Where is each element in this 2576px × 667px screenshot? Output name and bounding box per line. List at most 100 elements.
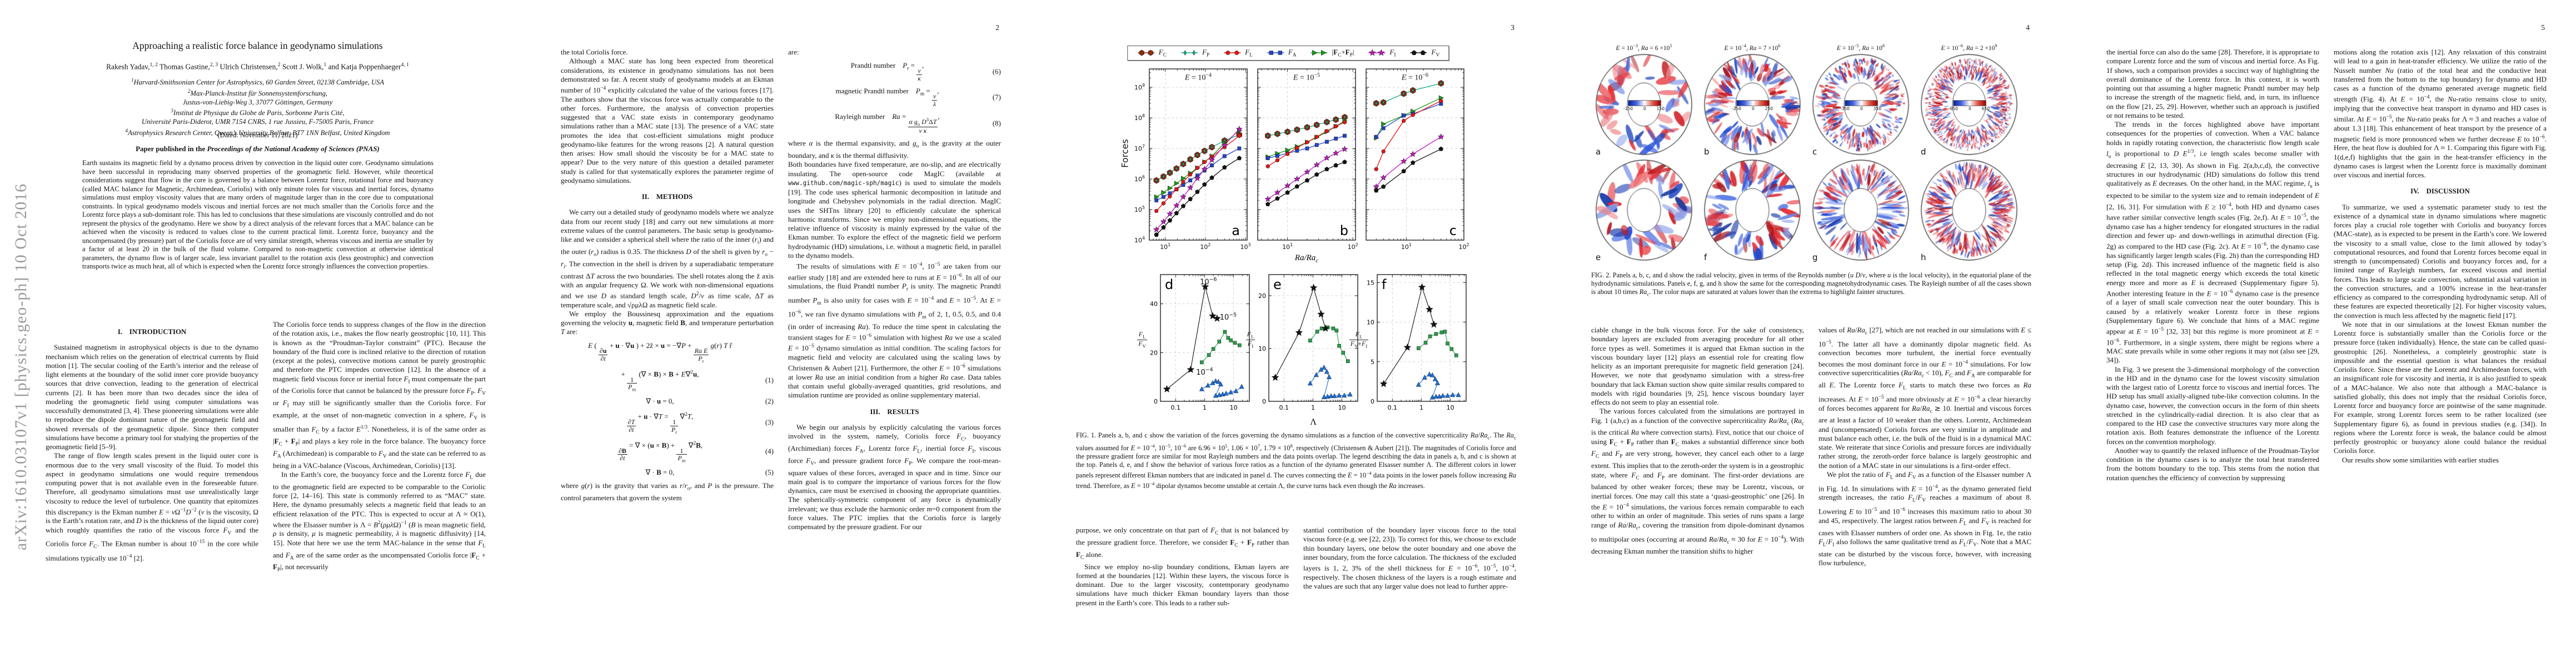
fig2-panel-f: f [1703, 158, 1802, 263]
svg-text:101: 101 [1282, 242, 1293, 251]
paragraph: the total Coriolis force. [561, 48, 628, 56]
paragraph: Since we employ no-slip boundary conditi… [1076, 562, 1289, 607]
paragraph: The range of flow length scales present … [46, 451, 258, 562]
svg-text:10: 10 [1367, 319, 1374, 326]
section-heading: II. METHODS [641, 193, 693, 201]
affiliation-line: 1Harvard-Smithsonian Center for Astrophy… [131, 77, 385, 87]
svg-text:109: 109 [1134, 83, 1145, 91]
svg-text:10: 10 [1258, 345, 1266, 352]
fig2-panel-title: E = 10−6, Ra = 2 ×109 [1941, 43, 1997, 52]
paragraph: The trends in the forces highlighted abo… [2106, 120, 2319, 365]
svg-text:15: 15 [1367, 279, 1374, 286]
legend-item-FV: FV [1409, 48, 1439, 58]
svg-text:10−4: 10−4 [1196, 367, 1213, 377]
legend-item-FI: FI [1367, 48, 1396, 58]
fig2-panel-c: c -350 0 350 [1811, 52, 1910, 158]
fig2-panel-letter: b [1704, 147, 1710, 157]
page4-column-2: values of Ra/Rac [27], which are not rea… [1818, 326, 2031, 608]
equation: ∇ · B = 0, (5) [645, 468, 774, 477]
svg-text:102: 102 [1200, 242, 1210, 251]
svg-text:f: f [1382, 277, 1387, 292]
svg-text:103: 103 [1240, 242, 1250, 251]
arxiv-watermark: arXiv:1610.03107v1 [physics.geo-ph] 10 O… [12, 183, 30, 551]
fig2-panel-title: E = 10−4, Ra = 7 ×106 [1724, 43, 1781, 52]
section-heading: III. RESULTS [870, 407, 919, 416]
svg-text:10: 10 [1338, 404, 1346, 411]
fig2-colorbar [1736, 100, 1770, 106]
paragraph: stantial contribution of the boundary la… [1303, 526, 1516, 590]
paragraph: where g(r) is the gravity that varies as… [561, 481, 774, 502]
svg-text:101: 101 [1160, 242, 1170, 251]
svg-text:102: 102 [1458, 242, 1469, 251]
fig2-colorbar [1953, 100, 1986, 106]
fig2-panel-letter: c [1812, 147, 1817, 157]
legend-item-FCP: |FC+FP| [1310, 48, 1354, 58]
fig1-caption: FIG. 1. Panels a, b, and c show the vari… [1076, 431, 1517, 490]
paragraph: Both boundaries have fixed temperature, … [788, 160, 1001, 260]
fig2-colorbar [1845, 100, 1878, 106]
paragraph: Another way to quantify the relaxed infl… [2106, 446, 2319, 482]
page-3: 3 FC FP FL FA |FC+FP| FI FV 104 105 106 107 108 109… [1030, 0, 1546, 667]
svg-text:107: 107 [1134, 144, 1145, 152]
svg-text:108: 108 [1134, 113, 1145, 122]
page-number: 4 [2026, 23, 2030, 32]
equation: magnetic Prandtl number Pm = ν λ, (7) [835, 87, 1001, 108]
paragraph: In the Earth’s core, the buoyancy force … [273, 470, 486, 573]
svg-text:c: c [1449, 223, 1457, 238]
section-heading: IV. DISCUSSION [2410, 187, 2470, 196]
paragraph: The various forces calculated from the s… [1591, 407, 1804, 555]
fig1-ratio-label: FL FV [1137, 330, 1147, 349]
page2-column-2: are: Prandtl number Pr = ν κ, (6) magnetic P… [788, 48, 1001, 608]
svg-text:1: 1 [1203, 404, 1207, 411]
svg-text:40: 40 [1150, 301, 1158, 308]
paragraph: We plot the ratio of FL and FV as a func… [1818, 470, 2031, 567]
page5-column-1: the inertial force can also do the same … [2106, 48, 2319, 608]
paragraph: To summarize, we used a systematic param… [2334, 202, 2547, 320]
paragraph: the inertial force can also do the same … [2106, 48, 2319, 120]
fig1-panel-title: E = 10−5 [1293, 72, 1321, 82]
dated-line: (Dated: November 11, 2021) [217, 131, 298, 139]
svg-text:1: 1 [1311, 404, 1315, 411]
fig2-panel-letter: e [1596, 252, 1601, 262]
fig2-panel-d: d -650 0 650 [1920, 52, 2019, 158]
page-number: 3 [1511, 23, 1514, 32]
svg-text:a: a [1232, 223, 1240, 238]
affiliation-line: 2Max-Planck-Institut für Sonnensystemfor… [187, 88, 328, 98]
svg-text:104: 104 [1134, 236, 1145, 244]
page4-column-1: ciable change in the bulk viscous force.… [1591, 326, 1804, 608]
page2-column-1: the total Coriolis force. Although a MAC … [561, 48, 774, 608]
page-4: 4 E = 10−3, Ra = 6 ×105 a -150 0 150 E = 10−4… [1546, 0, 2061, 667]
legend-item-FP: FP [1180, 48, 1209, 58]
svg-text:102: 102 [1348, 242, 1358, 251]
svg-text:e: e [1273, 277, 1282, 292]
paragraph: We employ the Boussinesq approximation a… [561, 309, 774, 336]
fig2-panel-g: g [1811, 158, 1910, 263]
affiliation-line: Justus-von-Liebig-Weg 3, 37077 Göttingen… [182, 98, 333, 106]
page-5: 5 the inertial force can also do the sam… [2061, 0, 2576, 667]
fig2-colorbar-labels: -650 0 650 [1949, 106, 1990, 111]
svg-text:b: b [1340, 223, 1348, 238]
fig2-panel-letter: a [1596, 147, 1601, 157]
legend-item-FC: FC [1137, 48, 1167, 58]
page3-column-1: purpose, we only concentrate on that par… [1076, 526, 1289, 609]
svg-text:0.1: 0.1 [1171, 404, 1181, 411]
svg-text:20: 20 [1150, 349, 1158, 356]
affiliation-line: 3Institut de Physique du Globe de Paris,… [171, 108, 345, 117]
fig1-yaxis-label: Forces [1119, 139, 1130, 168]
page-1: arXiv:1610.03107v1 [physics.geo-ph] 10 O… [0, 0, 515, 667]
fig2-panel-letter: h [1921, 252, 1926, 262]
svg-text:0: 0 [1262, 398, 1266, 405]
fig2-caption: FIG. 2. Panels a, b, c, and d show the r… [1591, 271, 2031, 297]
paragraph: The Coriolis force tends to suppress cha… [273, 320, 486, 470]
fig1-ratio-label: FL FI [1245, 330, 1255, 349]
fig2-colorbar-labels: -250 0 250 [1732, 106, 1773, 111]
equation: E ( ∂u ∂t + u · ∇u ) + 2ẑ × u = −∇P + Ra … [588, 341, 732, 364]
svg-text:5: 5 [1371, 359, 1374, 366]
svg-text:101: 101 [1401, 242, 1412, 251]
affiliation-line: Université Paris-Diderot, UMR 7154 CNRS,… [141, 118, 374, 126]
equation: ∂B ∂t = ∇ × (u × B) + 1 Pm ∇2B, (4) [617, 441, 774, 464]
paragraph: Although a MAC state has long been expec… [561, 57, 774, 185]
equation: ∂T ∂t + u · ∇T = 1 Pr ∇2T, (3) [626, 412, 774, 435]
paragraph: Sustained magnetism in astrophysical obj… [46, 343, 258, 451]
fig2-panel-letter: d [1921, 147, 1926, 157]
